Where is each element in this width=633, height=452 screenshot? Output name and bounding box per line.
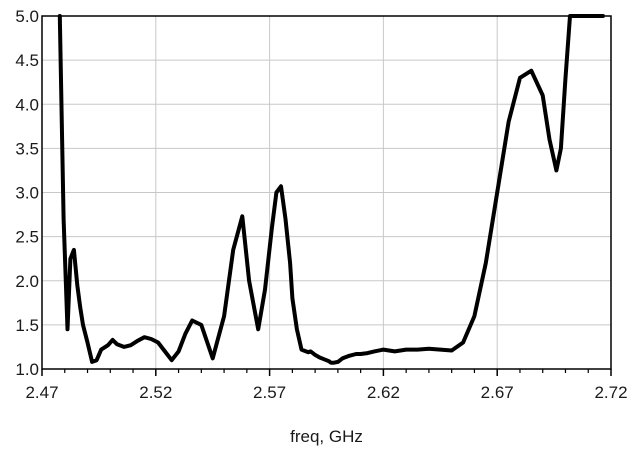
x-tick-label: 2.47 xyxy=(25,383,58,402)
series-line xyxy=(57,14,605,365)
y-tick-label: 2.0 xyxy=(15,272,39,291)
x-tick-label: 2.52 xyxy=(139,383,172,402)
x-tick-label: 2.62 xyxy=(367,383,400,402)
y-tick-label: 5.0 xyxy=(15,7,39,26)
plot-frame xyxy=(41,15,612,370)
y-tick-label: 1.0 xyxy=(15,360,39,379)
x-axis-label: freq, GHz xyxy=(290,427,363,446)
y-tick-label: 4.5 xyxy=(15,51,39,70)
y-tick-label: 1.5 xyxy=(15,316,39,335)
y-tick-label: 4.0 xyxy=(15,95,39,114)
y-tick-label: 2.5 xyxy=(15,228,39,247)
x-tick-label: 2.72 xyxy=(594,383,627,402)
x-tick-label: 2.57 xyxy=(253,383,286,402)
y-tick-labels: 1.0 1.5 2.0 2.5 3.0 3.5 4.0 4.5 5.0 xyxy=(15,7,39,379)
y-tick-label: 3.0 xyxy=(15,184,39,203)
x-tick-label: 2.67 xyxy=(481,383,514,402)
axis-ticks xyxy=(41,369,612,376)
y-tick-label: 3.5 xyxy=(15,139,39,158)
grid-lines xyxy=(42,16,611,369)
x-tick-labels: 2.47 2.52 2.57 2.62 2.67 2.72 xyxy=(25,383,627,402)
